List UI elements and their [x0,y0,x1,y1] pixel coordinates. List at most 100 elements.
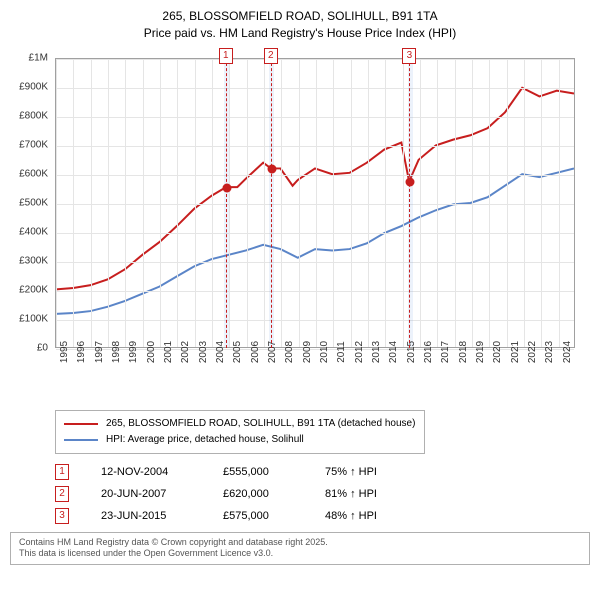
x-tick-label: 2002 [180,340,191,362]
gridline-h [56,204,574,205]
gridline-v [160,59,161,347]
x-tick-label: 2006 [250,340,261,362]
x-axis-labels: 1995199619971998199920002001200220032004… [55,350,575,398]
marker-dot-2 [267,164,276,173]
x-tick-label: 2018 [458,340,469,362]
y-tick-label: £800K [19,110,48,121]
legend-box: 265, BLOSSOMFIELD ROAD, SOLIHULL, B91 1T… [55,410,425,454]
x-tick-label: 2000 [146,340,157,362]
plot-region [55,58,575,348]
x-tick-label: 2008 [284,340,295,362]
marker-table: 112-NOV-2004£555,00075% ↑ HPI220-JUN-200… [55,464,590,524]
series-svg [56,59,574,347]
marker-row-2: 220-JUN-2007£620,00081% ↑ HPI [55,486,590,502]
x-tick-label: 2004 [215,340,226,362]
gridline-h [56,233,574,234]
gridline-v [91,59,92,347]
title-line-1: 265, BLOSSOMFIELD ROAD, SOLIHULL, B91 1T… [10,8,590,25]
gridline-v [143,59,144,347]
gridline-v [455,59,456,347]
legend-item-hpi: HPI: Average price, detached house, Soli… [64,432,416,448]
gridline-h [56,320,574,321]
title-line-2: Price paid vs. HM Land Registry's House … [10,25,590,42]
marker-line-3 [409,58,410,348]
y-axis-labels: £0£100K£200K£300K£400K£500K£600K£700K£80… [10,58,52,348]
gridline-v [403,59,404,347]
marker-line-2 [271,58,272,348]
marker-id-box: 3 [55,508,69,524]
x-tick-label: 2023 [544,340,555,362]
x-tick-label: 2012 [354,340,365,362]
gridline-v [385,59,386,347]
gridline-v [299,59,300,347]
y-tick-label: £100K [19,313,48,324]
y-tick-label: £400K [19,226,48,237]
y-tick-label: £500K [19,197,48,208]
marker-row-1: 112-NOV-2004£555,00075% ↑ HPI [55,464,590,480]
gridline-v [489,59,490,347]
gridline-v [559,59,560,347]
gridline-h [56,88,574,89]
gridline-v [108,59,109,347]
license-line-2: This data is licensed under the Open Gov… [19,548,581,560]
y-tick-label: £200K [19,284,48,295]
gridline-v [73,59,74,347]
x-tick-label: 1998 [111,340,122,362]
marker-pct: 75% ↑ HPI [325,466,377,478]
x-tick-label: 2005 [232,340,243,362]
marker-dot-1 [222,183,231,192]
marker-price: £575,000 [223,510,293,522]
marker-box-3: 3 [402,48,416,64]
gridline-v [177,59,178,347]
y-tick-label: £600K [19,168,48,179]
x-tick-label: 2014 [388,340,399,362]
gridline-v [316,59,317,347]
marker-date: 23-JUN-2015 [101,510,191,522]
gridline-v [56,59,57,347]
marker-pct: 48% ↑ HPI [325,510,377,522]
marker-price: £620,000 [223,488,293,500]
x-tick-label: 2019 [475,340,486,362]
marker-row-3: 3 23-JUN-2015 £575,000 48% ↑ HPI [55,508,590,524]
x-tick-label: 2022 [527,340,538,362]
gridline-v [212,59,213,347]
series-property [56,87,574,289]
x-tick-label: 1997 [94,340,105,362]
x-tick-label: 2015 [406,340,417,362]
gridline-v [368,59,369,347]
marker-date: 12-NOV-2004 [101,466,191,478]
gridline-v [281,59,282,347]
legend-item-property: 265, BLOSSOMFIELD ROAD, SOLIHULL, B91 1T… [64,416,416,432]
gridline-v [524,59,525,347]
y-tick-label: £0 [37,342,48,353]
x-tick-label: 2017 [440,340,451,362]
legend-swatch-hpi [64,439,98,441]
x-tick-label: 1995 [59,340,70,362]
legend-swatch-property [64,423,98,425]
x-tick-label: 2001 [163,340,174,362]
x-tick-label: 2007 [267,340,278,362]
gridline-v [437,59,438,347]
x-tick-label: 2009 [302,340,313,362]
marker-pct: 81% ↑ HPI [325,488,377,500]
gridline-v [195,59,196,347]
y-tick-label: £300K [19,255,48,266]
x-tick-label: 2003 [198,340,209,362]
x-tick-label: 2020 [492,340,503,362]
marker-id-box: 2 [55,486,69,502]
license-line-1: Contains HM Land Registry data © Crown c… [19,537,581,549]
gridline-v [351,59,352,347]
marker-box-1: 1 [219,48,233,64]
legend-label-hpi: HPI: Average price, detached house, Soli… [106,432,304,448]
gridline-v [247,59,248,347]
license-box: Contains HM Land Registry data © Crown c… [10,532,590,565]
y-tick-label: £1M [29,52,48,63]
x-tick-label: 2013 [371,340,382,362]
gridline-v [507,59,508,347]
marker-dot-3 [406,177,415,186]
x-tick-label: 2010 [319,340,330,362]
marker-box-2: 2 [264,48,278,64]
marker-price: £555,000 [223,466,293,478]
gridline-v [472,59,473,347]
x-tick-label: 2011 [336,341,347,363]
